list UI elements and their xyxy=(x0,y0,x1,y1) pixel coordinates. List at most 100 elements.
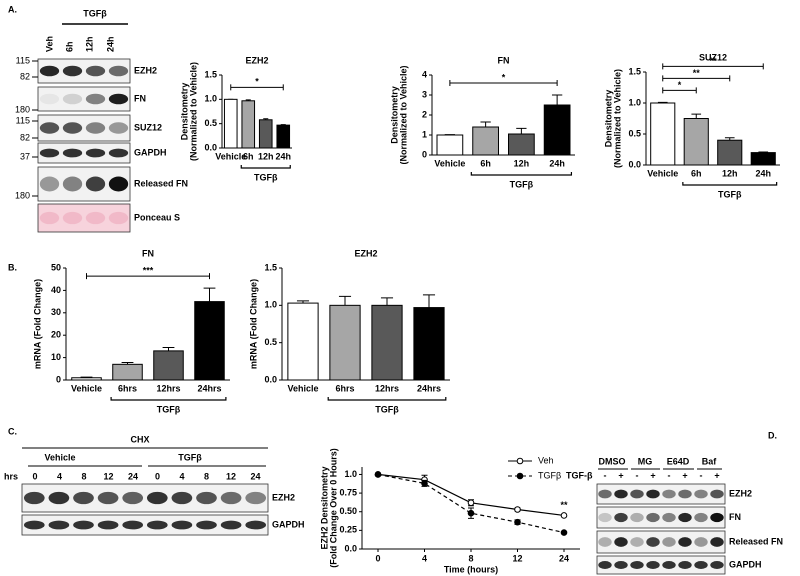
y-tick-label: 0.5 xyxy=(628,128,641,138)
blot-band xyxy=(678,537,692,547)
blot-band xyxy=(598,512,612,523)
x-tick-label: 6h xyxy=(691,168,702,178)
blot-band xyxy=(108,65,129,77)
blot-band xyxy=(85,176,106,192)
blot-band xyxy=(108,148,129,158)
blot-band xyxy=(73,491,94,505)
group-label: TGFβ xyxy=(718,189,742,199)
band-label: SUZ12 xyxy=(134,122,162,132)
blot-band xyxy=(23,520,45,530)
blot-band xyxy=(614,489,628,499)
point xyxy=(514,506,521,513)
blot-band xyxy=(146,520,168,530)
blot-band xyxy=(39,176,60,192)
y-axis-label: (Normalized to Vehicle) xyxy=(188,62,198,161)
blot-header: TGFβ xyxy=(83,8,107,18)
y-tick-label: 0.75 xyxy=(339,487,357,497)
blot-band xyxy=(97,491,119,505)
band-label: Released FN xyxy=(134,178,188,188)
mw-marker: 37 xyxy=(20,151,30,161)
blot-band xyxy=(73,520,94,530)
blot-band xyxy=(694,489,708,499)
y-tick-label: 0.0 xyxy=(344,543,357,553)
blot-band xyxy=(598,561,612,569)
blot-band xyxy=(614,561,628,569)
blot-strip xyxy=(21,514,269,536)
y-tick-label: 0.50 xyxy=(339,506,357,516)
blot-band xyxy=(710,537,724,547)
x-axis-label: Time (hours) xyxy=(444,564,498,574)
blot-group: Baf xyxy=(702,456,718,466)
band-label: GAPDH xyxy=(729,559,762,569)
blot-band xyxy=(146,491,168,505)
group-bracket xyxy=(240,165,291,169)
blot-band xyxy=(62,93,83,105)
blot-band xyxy=(39,65,60,77)
bar xyxy=(750,152,776,166)
group-bracket xyxy=(682,182,778,186)
x-tick-label: 12 xyxy=(512,553,522,563)
blot-band xyxy=(85,211,106,225)
mw-marker: 82 xyxy=(20,71,30,81)
group-label: TGFβ xyxy=(510,179,534,189)
blot-band xyxy=(630,561,644,569)
sign: + xyxy=(714,470,719,480)
blot-header: CHX xyxy=(130,434,149,444)
panel-label: A. xyxy=(8,4,17,14)
mw-marker: 115 xyxy=(16,115,30,125)
blot-band xyxy=(662,489,676,499)
legend-label: Veh xyxy=(538,455,554,465)
blot-band xyxy=(171,491,193,505)
y-tick-label: 10 xyxy=(51,352,61,362)
lane-label: 6h xyxy=(64,41,74,52)
panel-label: C. xyxy=(8,426,17,436)
sign: + xyxy=(618,470,623,480)
blot-band xyxy=(108,211,129,225)
y-axis-label: (Normalized to Vehicle) xyxy=(612,69,622,168)
blot-band xyxy=(694,537,708,547)
blot-band xyxy=(630,489,644,499)
error-bar xyxy=(162,347,175,351)
blot-band xyxy=(710,512,724,523)
blot-strip xyxy=(596,483,726,505)
blot-band xyxy=(85,93,106,105)
error-bar xyxy=(691,113,702,119)
blot-band xyxy=(108,122,129,134)
error-bar xyxy=(480,121,491,127)
group-label: TGFβ xyxy=(375,404,399,414)
mw-marker: 180 xyxy=(15,190,30,200)
legend-marker xyxy=(516,472,524,480)
y-tick-label: 1.5 xyxy=(628,66,641,76)
blot-band xyxy=(85,122,106,134)
lane-label: 12h xyxy=(84,36,94,52)
blot-band xyxy=(646,561,660,569)
blot-band xyxy=(196,520,217,530)
x-tick-label: 6hrs xyxy=(118,383,137,393)
lane-label: 24 xyxy=(128,471,138,481)
blot-band xyxy=(630,512,644,523)
blot-band xyxy=(39,122,60,134)
x-tick-label: Vehicle xyxy=(215,151,246,161)
lane-label: 8 xyxy=(81,471,86,481)
error-bar xyxy=(422,294,436,308)
sign: + xyxy=(650,470,655,480)
x-tick-label: 12hrs xyxy=(375,383,399,393)
x-tick-label: 8 xyxy=(468,553,473,563)
error-bar xyxy=(203,287,216,302)
blot-band xyxy=(220,491,242,505)
band-label: EZH2 xyxy=(134,65,157,75)
y-tick-label: 1 xyxy=(422,129,427,139)
blot-band xyxy=(85,148,106,158)
bar xyxy=(683,118,709,166)
blot-band xyxy=(48,491,70,505)
y-tick-label: 3 xyxy=(422,89,427,99)
x-tick-label: 12hrs xyxy=(156,383,180,393)
panel-label: B. xyxy=(8,262,17,272)
point xyxy=(514,518,521,526)
bar xyxy=(472,126,499,156)
chart-title: EZH2 xyxy=(354,248,377,258)
time-label: hrs xyxy=(4,471,18,481)
legend-marker xyxy=(516,457,524,465)
lane-label: 24h xyxy=(105,36,115,52)
blot-band xyxy=(39,93,60,105)
